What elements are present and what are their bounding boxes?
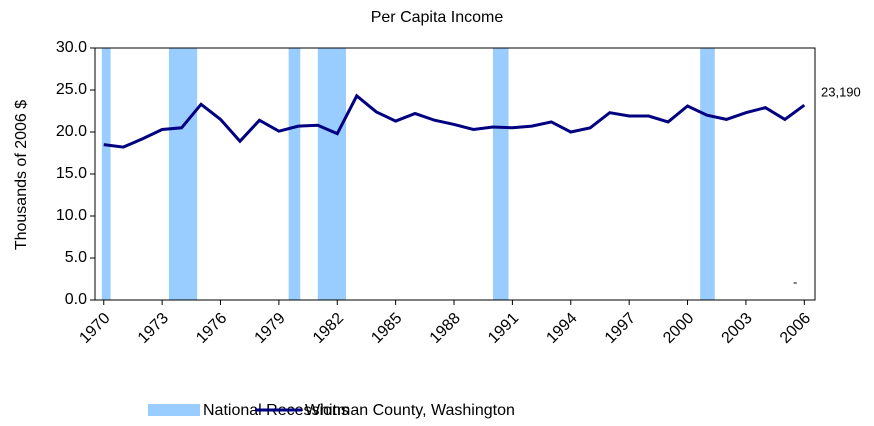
legend-swatch [148, 404, 200, 416]
x-tick-label: 1973 [135, 310, 172, 347]
x-tick-label: 1979 [252, 310, 289, 347]
recession-band [101, 48, 111, 300]
x-tick-label: 1970 [76, 310, 113, 347]
x-tick-label: 1997 [602, 310, 639, 347]
y-tick-label: 15.0 [56, 165, 87, 182]
x-tick-label: 1985 [368, 310, 405, 347]
annotation: - [793, 274, 797, 289]
y-axis-label: Thousands of 2006 $ [13, 100, 30, 250]
x-tick-label: 1976 [193, 310, 230, 347]
line-series [103, 93, 806, 149]
y-tick-label: 20.0 [56, 123, 87, 140]
y-tick-label: 25.0 [56, 81, 87, 98]
y-tick-label: 0.0 [65, 291, 87, 308]
y-tick-label: 30.0 [56, 39, 87, 56]
x-tick-label: 2003 [719, 310, 756, 347]
x-tick-label: 1982 [310, 310, 347, 347]
x-tick-label: 2000 [660, 310, 697, 347]
chart-title: Per Capita Income [371, 9, 504, 26]
recession-band [288, 48, 301, 300]
x-tick-label: 2006 [777, 310, 814, 347]
y-tick-label: 10.0 [56, 207, 87, 224]
legend-label: Whitman County, Washington [305, 402, 515, 419]
x-tick-label: 1988 [427, 310, 464, 347]
recession-band [168, 48, 198, 300]
x-tick-label: 1991 [485, 310, 522, 347]
recession-band [492, 48, 509, 300]
value-label: 23,190 [821, 85, 861, 100]
recession-band [317, 48, 347, 300]
recession-band [700, 48, 715, 300]
y-tick-label: 5.0 [65, 249, 87, 266]
x-tick-label: 1994 [543, 310, 580, 347]
